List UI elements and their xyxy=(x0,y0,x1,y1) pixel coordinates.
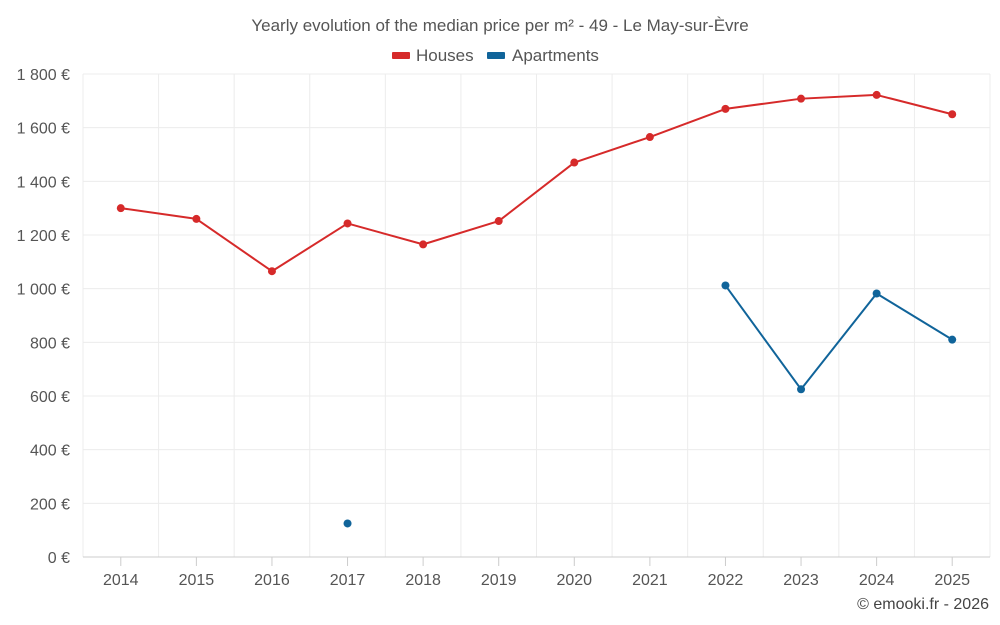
y-tick-label: 200 € xyxy=(30,496,70,513)
y-tick-label: 1 400 € xyxy=(17,174,70,191)
data-point-apartments xyxy=(721,281,730,290)
data-point-houses xyxy=(797,94,806,103)
data-point-houses xyxy=(267,267,276,276)
axes: 0 € 200 € 400 € 600 € 800 € 1 000 € 1 200 € 1 4… xyxy=(17,67,990,589)
legend[interactable]: Houses Apartments xyxy=(392,46,599,65)
legend-item-houses[interactable]: Houses xyxy=(392,46,474,65)
data-point-houses xyxy=(721,104,730,113)
series-line-apartments xyxy=(724,284,954,391)
legend-label-houses: Houses xyxy=(416,46,474,65)
x-tick-label: 2014 xyxy=(103,572,139,589)
data-point-apartments xyxy=(948,335,957,344)
data-point-houses xyxy=(116,204,125,213)
legend-label-apartments: Apartments xyxy=(512,46,599,65)
y-tick-label: 1 000 € xyxy=(17,282,70,299)
chart-title: Yearly evolution of the median price per… xyxy=(251,16,748,35)
legend-item-apartments[interactable]: Apartments xyxy=(487,46,599,65)
x-tick-label: 2024 xyxy=(859,572,895,589)
data-point-houses xyxy=(419,240,428,249)
data-point-houses xyxy=(192,214,201,223)
x-tick-label: 2018 xyxy=(405,572,441,589)
series-layer xyxy=(116,90,957,528)
data-point-houses xyxy=(872,90,881,99)
credit-text: © emooki.fr - 2026 xyxy=(857,596,989,613)
x-tick-label: 2021 xyxy=(632,572,668,589)
data-point-apartments xyxy=(797,385,806,394)
legend-swatch-houses xyxy=(392,52,410,59)
data-point-houses xyxy=(570,158,579,167)
data-point-houses xyxy=(645,133,654,142)
data-point-houses xyxy=(343,219,352,228)
grid xyxy=(82,73,991,557)
data-point-apartments xyxy=(872,289,881,298)
data-point-houses xyxy=(948,110,957,119)
data-point-apartments xyxy=(343,519,352,528)
y-tick-label: 1 800 € xyxy=(17,67,70,84)
y-tick-label: 1 600 € xyxy=(17,121,70,138)
x-tick-label: 2015 xyxy=(179,572,215,589)
x-tick-label: 2016 xyxy=(254,572,290,589)
y-tick-label: 800 € xyxy=(30,335,70,352)
x-tick-label: 2025 xyxy=(934,572,970,589)
y-tick-label: 1 200 € xyxy=(17,228,70,245)
y-tick-label: 400 € xyxy=(30,443,70,460)
x-tick-label: 2023 xyxy=(783,572,819,589)
legend-swatch-apartments xyxy=(487,52,505,59)
x-tick-label: 2017 xyxy=(330,572,366,589)
data-point-houses xyxy=(494,217,503,226)
y-tick-label: 0 € xyxy=(48,550,70,567)
x-tick-label: 2020 xyxy=(556,572,592,589)
series-line-houses xyxy=(119,93,954,273)
x-tick-label: 2019 xyxy=(481,572,517,589)
x-tick-label: 2022 xyxy=(708,572,744,589)
y-tick-label: 600 € xyxy=(30,389,70,406)
